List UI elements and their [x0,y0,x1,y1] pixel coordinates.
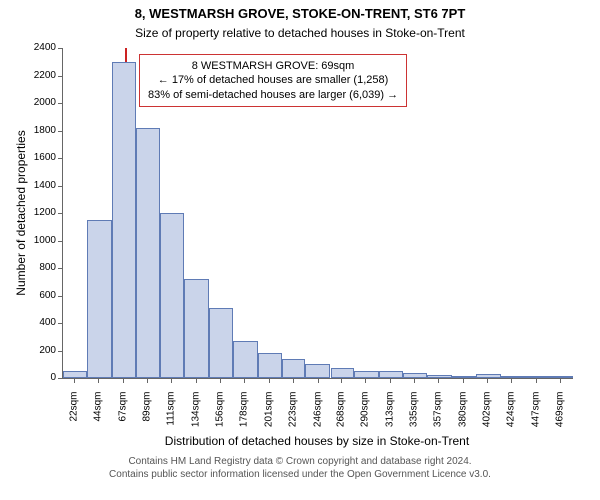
x-tick-label: 447sqm [531,392,542,442]
y-tick-label: 2400 [22,42,56,53]
y-tick [58,213,63,214]
histogram-bar [258,353,282,378]
histogram-bar [184,279,209,378]
x-tick [365,378,366,383]
y-tick [58,378,63,379]
chart-container: 8, WESTMARSH GROVE, STOKE-ON-TRENT, ST6 … [0,0,600,500]
x-tick [390,378,391,383]
histogram-bar [63,371,87,378]
histogram-bar [476,374,501,378]
y-tick-label: 0 [22,372,56,383]
plot-area: 8 WESTMARSH GROVE: 69sqm ← 17% of detach… [62,48,573,379]
x-tick-label: 357sqm [433,392,444,442]
histogram-bar [112,62,136,378]
x-tick [414,378,415,383]
y-tick-label: 1800 [22,125,56,136]
histogram-bar [233,341,258,378]
annotation-line-1: 8 WESTMARSH GROVE: 69sqm [148,59,398,73]
x-tick-label: 424sqm [506,392,517,442]
x-tick [511,378,512,383]
x-tick [438,378,439,383]
x-tick [487,378,488,383]
x-tick-label: 67sqm [117,392,128,442]
x-tick [244,378,245,383]
footer-line-1: Contains HM Land Registry data © Crown c… [0,456,600,469]
annotation-box: 8 WESTMARSH GROVE: 69sqm ← 17% of detach… [139,54,407,107]
x-tick-label: 246sqm [312,392,323,442]
y-tick [58,76,63,77]
x-tick-label: 156sqm [214,392,225,442]
y-tick-label: 1200 [22,207,56,218]
y-tick-label: 800 [22,262,56,273]
y-tick [58,48,63,49]
histogram-bar [136,128,160,378]
histogram-bar [427,375,452,378]
y-tick [58,241,63,242]
histogram-bar [282,359,306,378]
footer-line-2: Contains public sector information licen… [0,469,600,482]
histogram-bar [331,368,355,378]
x-tick [293,378,294,383]
y-tick-label: 2200 [22,70,56,81]
y-tick-label: 400 [22,317,56,328]
x-tick-label: 380sqm [458,392,469,442]
x-tick-label: 201sqm [263,392,274,442]
x-tick-label: 223sqm [287,392,298,442]
x-tick-label: 178sqm [238,392,249,442]
y-tick [58,131,63,132]
annotation-line-2: ← 17% of detached houses are smaller (1,… [148,73,398,87]
y-tick-label: 200 [22,345,56,356]
histogram-bar [501,376,525,378]
x-tick [123,378,124,383]
chart-title-sub: Size of property relative to detached ho… [0,26,600,40]
x-tick [98,378,99,383]
y-tick [58,186,63,187]
x-tick [74,378,75,383]
x-tick [536,378,537,383]
x-tick-label: 134sqm [190,392,201,442]
x-tick-label: 335sqm [409,392,420,442]
x-tick-label: 290sqm [360,392,371,442]
x-tick [220,378,221,383]
x-tick [171,378,172,383]
x-tick [147,378,148,383]
y-tick [58,268,63,269]
x-tick [560,378,561,383]
footer-attribution: Contains HM Land Registry data © Crown c… [0,456,600,481]
x-tick-label: 44sqm [92,392,103,442]
y-tick-label: 600 [22,290,56,301]
x-tick [318,378,319,383]
y-tick [58,158,63,159]
y-tick-label: 1600 [22,152,56,163]
y-tick [58,103,63,104]
y-tick [58,351,63,352]
x-tick-label: 89sqm [141,392,152,442]
x-tick-label: 268sqm [336,392,347,442]
y-tick [58,323,63,324]
x-tick-label: 402sqm [482,392,493,442]
histogram-bar [354,371,379,378]
x-tick [341,378,342,383]
x-tick-label: 22sqm [68,392,79,442]
histogram-bar [379,371,403,378]
x-tick [463,378,464,383]
x-tick [196,378,197,383]
y-tick [58,296,63,297]
histogram-bar [209,308,233,378]
x-tick [269,378,270,383]
histogram-bar [87,220,112,378]
histogram-bar [160,213,184,378]
x-tick-label: 111sqm [165,392,176,442]
annotation-line-3: 83% of semi-detached houses are larger (… [148,88,398,102]
y-tick-label: 1000 [22,235,56,246]
y-tick-label: 1400 [22,180,56,191]
histogram-bar [403,373,427,378]
histogram-bar [305,364,330,378]
chart-title-main: 8, WESTMARSH GROVE, STOKE-ON-TRENT, ST6 … [0,6,600,21]
y-tick-label: 2000 [22,97,56,108]
x-tick-label: 313sqm [385,392,396,442]
x-tick-label: 469sqm [555,392,566,442]
